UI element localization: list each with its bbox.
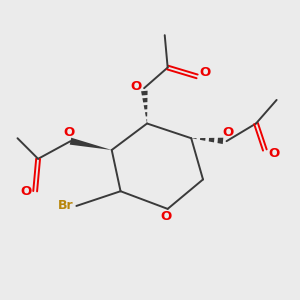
Polygon shape	[70, 138, 112, 150]
Text: O: O	[20, 185, 32, 198]
Polygon shape	[218, 138, 223, 144]
Polygon shape	[209, 138, 214, 142]
Polygon shape	[200, 138, 206, 141]
Polygon shape	[191, 138, 196, 139]
Text: O: O	[200, 66, 211, 80]
Text: O: O	[268, 147, 279, 160]
Polygon shape	[146, 119, 147, 124]
Text: O: O	[222, 126, 234, 140]
Text: O: O	[130, 80, 142, 93]
Polygon shape	[144, 105, 147, 110]
Text: O: O	[160, 210, 172, 223]
Polygon shape	[141, 91, 148, 95]
Polygon shape	[142, 98, 148, 103]
Text: Br: Br	[58, 200, 74, 212]
Polygon shape	[145, 112, 147, 116]
Text: O: O	[63, 126, 75, 140]
